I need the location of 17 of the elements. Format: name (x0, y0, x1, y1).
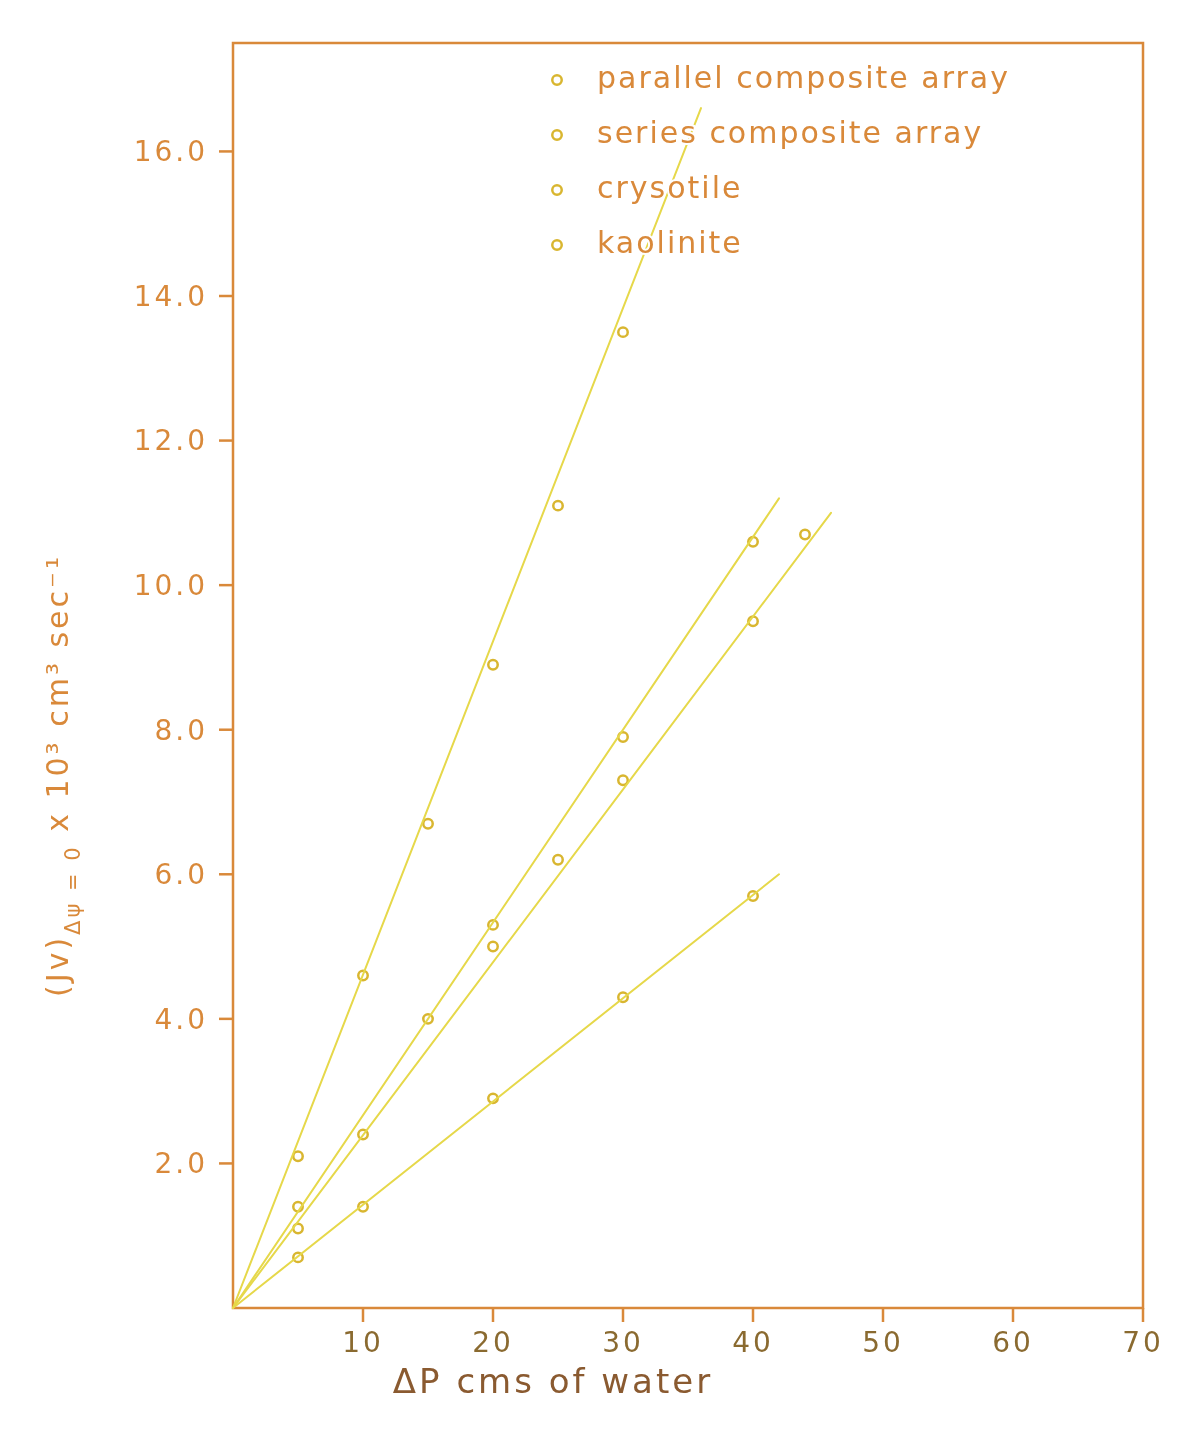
y-tick-label: 12.0 (133, 424, 208, 458)
y-tick-label: 8.0 (154, 713, 208, 747)
y-tick-label: 4.0 (154, 1002, 208, 1036)
legend-label: parallel composite array (597, 60, 1010, 95)
y-tick-label: 16.0 (133, 135, 208, 169)
x-tick-label: 40 (732, 1326, 774, 1359)
y-tick-label: 10.0 (133, 568, 208, 602)
x-tick-label: 50 (862, 1326, 904, 1359)
x-tick-label: 60 (992, 1326, 1034, 1359)
y-tick-label: 14.0 (133, 279, 208, 313)
x-tick-label: 10 (342, 1326, 384, 1359)
y-tick-label: 6.0 (154, 858, 208, 892)
x-tick-label: 20 (472, 1326, 514, 1359)
x-tick-label: 70 (1122, 1326, 1164, 1359)
x-axis-title: ΔP cms of water (392, 1361, 714, 1401)
y-tick-label: 2.0 (154, 1147, 208, 1181)
x-tick-label: 30 (602, 1326, 644, 1359)
